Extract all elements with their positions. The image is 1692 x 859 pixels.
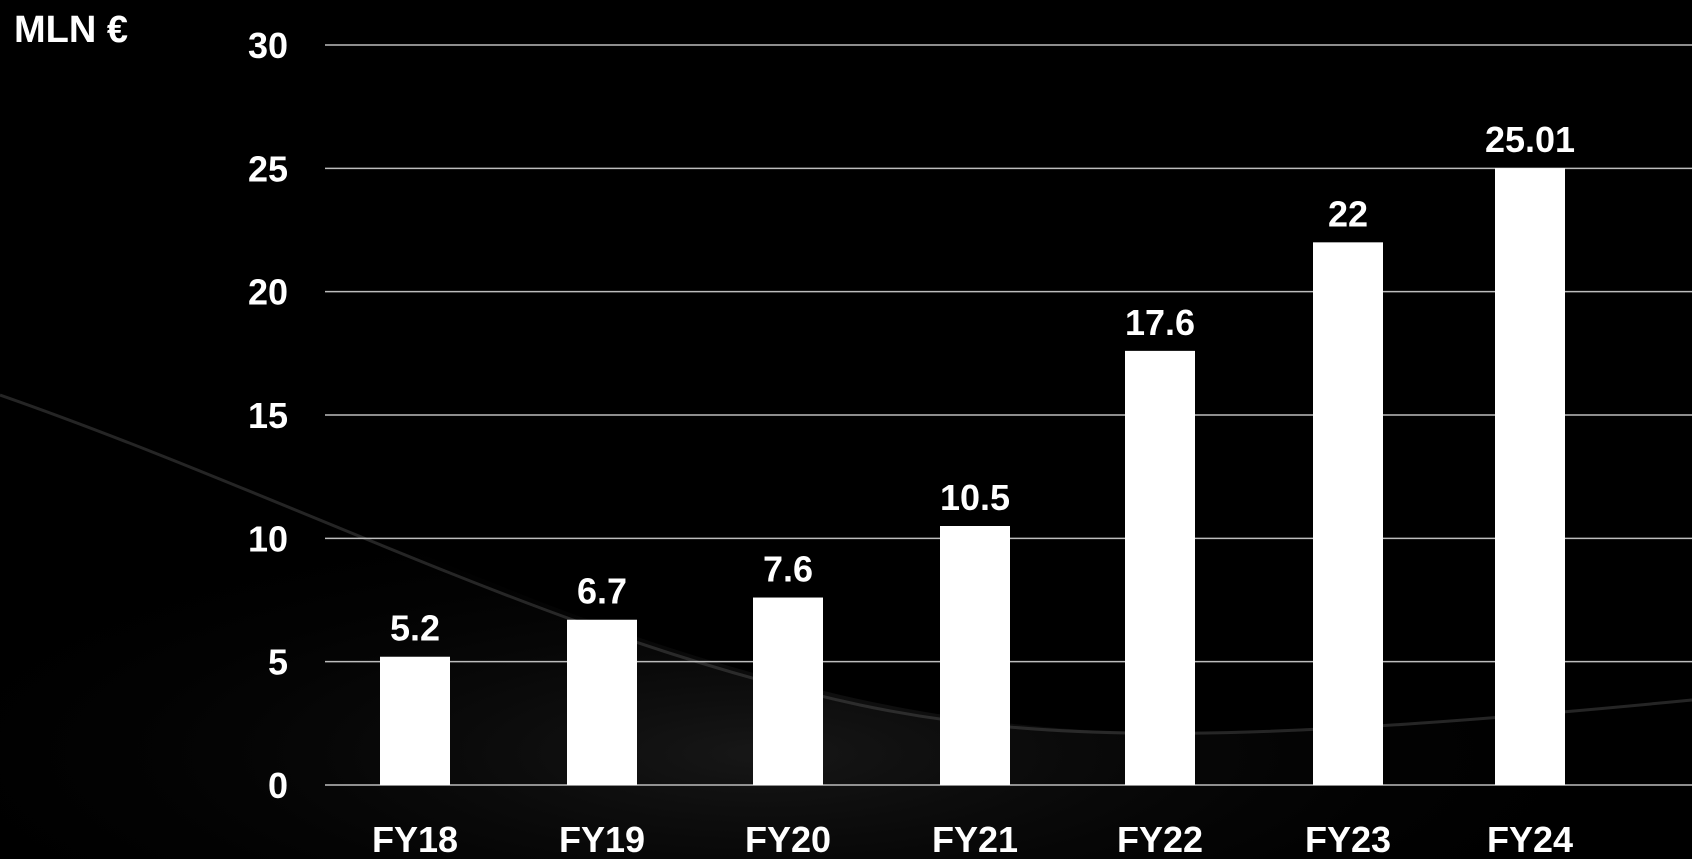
x-tick-label-fy20: FY20: [745, 819, 831, 859]
y-tick-label-10: 10: [248, 518, 288, 559]
x-tick-label-fy23: FY23: [1305, 819, 1391, 859]
data-label-fy19: 6.7: [577, 571, 627, 612]
bar-fy23: [1313, 242, 1383, 786]
x-axis-ticks: FY18 FY19 FY20 FY21 FY22 FY23 FY24: [372, 819, 1573, 859]
data-label-fy21: 10.5: [940, 477, 1010, 518]
bar-fy19: [567, 619, 637, 785]
y-tick-label-30: 30: [248, 25, 288, 66]
bar-fy20: [753, 597, 823, 785]
x-tick-label-fy22: FY22: [1117, 819, 1203, 859]
x-tick-label-fy19: FY19: [559, 819, 645, 859]
y-tick-label-5: 5: [268, 642, 288, 683]
y-tick-label-0: 0: [268, 765, 288, 806]
bar-fy21: [940, 526, 1010, 785]
data-label-fy24: 25.01: [1485, 119, 1575, 160]
x-tick-label-fy18: FY18: [372, 819, 458, 859]
x-tick-label-fy24: FY24: [1487, 819, 1573, 859]
data-label-fy23: 22: [1328, 193, 1368, 234]
data-labels: 5.2 6.7 7.6 10.5 17.6 22 25.01: [390, 119, 1575, 649]
x-tick-label-fy21: FY21: [932, 819, 1018, 859]
bar-fy22: [1125, 350, 1195, 785]
y-tick-label-25: 25: [248, 148, 288, 189]
y-axis-ticks: 0 5 10 15 20 25 30: [248, 25, 288, 806]
bar-fy24: [1495, 168, 1565, 785]
y-tick-label-15: 15: [248, 395, 288, 436]
data-label-fy22: 17.6: [1125, 302, 1195, 343]
bar-fy18: [380, 656, 450, 785]
y-axis-label: MLN €: [14, 9, 128, 51]
data-label-fy20: 7.6: [763, 549, 813, 590]
data-label-fy18: 5.2: [390, 608, 440, 649]
y-tick-label-20: 20: [248, 272, 288, 313]
bars: [380, 168, 1565, 786]
